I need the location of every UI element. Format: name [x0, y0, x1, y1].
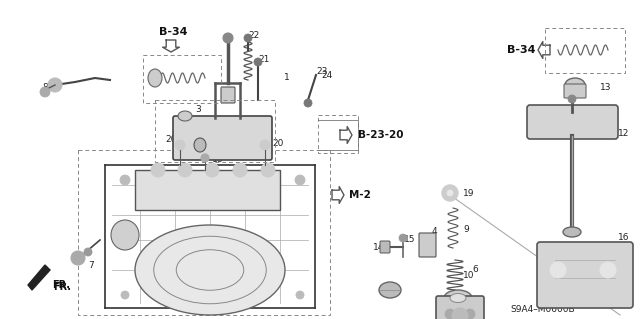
Bar	[318, 115, 358, 153]
Circle shape	[295, 175, 305, 185]
Ellipse shape	[194, 138, 206, 152]
Text: 15: 15	[404, 234, 415, 243]
FancyBboxPatch shape	[419, 233, 436, 257]
Text: 18: 18	[212, 154, 223, 164]
Text: 13: 13	[600, 84, 611, 93]
Circle shape	[233, 163, 247, 177]
FancyBboxPatch shape	[221, 87, 235, 103]
Text: 9: 9	[463, 226, 468, 234]
Text: 3: 3	[195, 106, 201, 115]
Text: 20: 20	[272, 138, 284, 147]
Text: B-23-20: B-23-20	[358, 130, 403, 140]
Circle shape	[260, 140, 270, 150]
Ellipse shape	[565, 78, 585, 92]
Text: B-34: B-34	[508, 45, 536, 55]
Circle shape	[261, 163, 275, 177]
Bar	[545, 28, 625, 73]
Circle shape	[205, 163, 219, 177]
Text: 2: 2	[196, 150, 202, 159]
Circle shape	[223, 33, 233, 43]
Text: 1: 1	[284, 72, 290, 81]
Text: 16: 16	[618, 234, 630, 242]
Circle shape	[465, 309, 475, 319]
Circle shape	[71, 251, 85, 265]
Ellipse shape	[444, 290, 472, 306]
Text: FR.: FR.	[52, 280, 70, 290]
Circle shape	[40, 87, 50, 97]
Circle shape	[121, 291, 129, 299]
Text: 23: 23	[316, 68, 328, 77]
Text: 22: 22	[248, 31, 259, 40]
Circle shape	[48, 78, 62, 92]
Bar	[78, 150, 330, 315]
Text: 4: 4	[432, 227, 438, 236]
Text: 21: 21	[258, 55, 269, 63]
Text: M-2: M-2	[349, 190, 371, 200]
Ellipse shape	[563, 227, 581, 237]
Circle shape	[254, 58, 262, 66]
FancyBboxPatch shape	[436, 296, 484, 319]
Circle shape	[550, 262, 566, 278]
Circle shape	[201, 154, 209, 162]
Circle shape	[296, 291, 304, 299]
Text: 14: 14	[373, 242, 385, 251]
Text: 7: 7	[88, 261, 93, 270]
Text: 6: 6	[472, 265, 477, 275]
Circle shape	[84, 248, 92, 256]
Polygon shape	[28, 265, 50, 290]
Circle shape	[304, 99, 312, 107]
FancyBboxPatch shape	[380, 241, 390, 253]
Text: 24: 24	[321, 71, 332, 80]
FancyBboxPatch shape	[173, 116, 272, 160]
Ellipse shape	[135, 225, 285, 315]
Ellipse shape	[450, 293, 466, 302]
Text: 8: 8	[42, 84, 48, 93]
Circle shape	[445, 309, 455, 319]
Text: S9A4–M0600B: S9A4–M0600B	[510, 306, 575, 315]
Circle shape	[175, 140, 185, 150]
Circle shape	[568, 95, 576, 103]
Circle shape	[151, 163, 165, 177]
Bar	[143, 55, 221, 103]
Circle shape	[244, 34, 252, 42]
Ellipse shape	[178, 111, 192, 121]
Circle shape	[600, 262, 616, 278]
Text: FR.: FR.	[53, 282, 71, 292]
FancyBboxPatch shape	[135, 170, 280, 210]
Text: B-34: B-34	[159, 27, 188, 37]
Circle shape	[120, 175, 130, 185]
Text: 11: 11	[472, 298, 483, 307]
Text: 19: 19	[463, 189, 474, 197]
Circle shape	[447, 190, 453, 196]
FancyBboxPatch shape	[564, 84, 586, 98]
Ellipse shape	[111, 220, 139, 250]
Text: 5: 5	[395, 287, 401, 296]
Text: 17: 17	[188, 122, 200, 130]
Text: 10: 10	[463, 271, 474, 279]
Circle shape	[178, 163, 192, 177]
Text: 20: 20	[165, 136, 177, 145]
Circle shape	[399, 234, 407, 242]
Circle shape	[442, 185, 458, 201]
Ellipse shape	[379, 282, 401, 298]
Text: 12: 12	[618, 129, 629, 137]
Circle shape	[452, 308, 468, 319]
Bar	[155, 100, 275, 162]
FancyBboxPatch shape	[527, 105, 618, 139]
FancyBboxPatch shape	[537, 242, 633, 308]
Ellipse shape	[148, 69, 162, 87]
